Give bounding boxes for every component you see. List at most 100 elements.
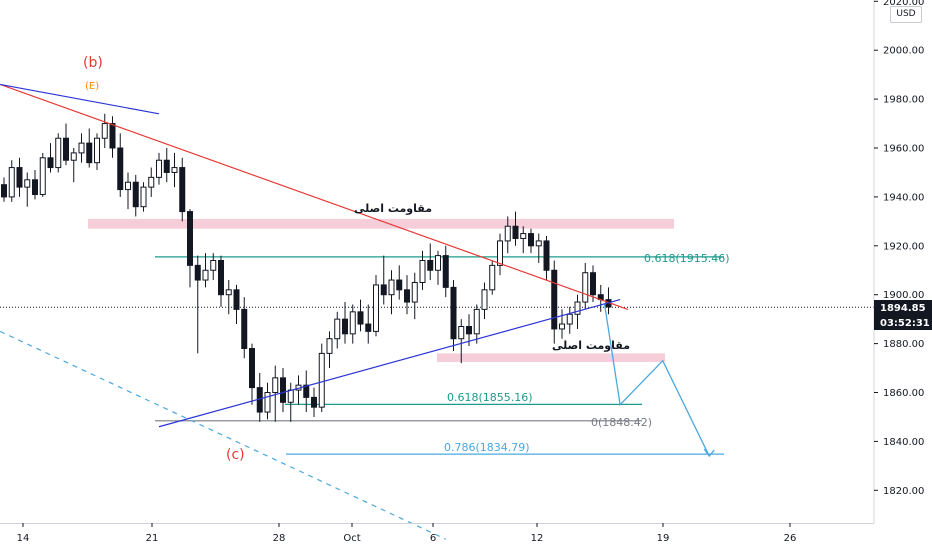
trend-line xyxy=(0,83,629,310)
price-tag xyxy=(874,300,932,315)
candle-body xyxy=(497,240,503,266)
candle-body xyxy=(171,167,178,173)
candle-body xyxy=(179,167,186,213)
candle-body xyxy=(202,269,209,281)
candle-body xyxy=(32,179,38,195)
candle-body xyxy=(357,311,364,325)
candle-body xyxy=(109,123,116,149)
candle-body xyxy=(218,259,224,296)
candle-body xyxy=(280,377,286,403)
candle-body xyxy=(512,225,519,239)
wave-e-label: (E) xyxy=(85,81,99,92)
candle-body xyxy=(187,211,193,266)
candle-body xyxy=(156,159,162,178)
price-tick-label: 1940.00 xyxy=(883,192,924,203)
wave-c-label: (c) xyxy=(226,447,245,463)
candle-body xyxy=(241,308,248,349)
candle-body xyxy=(1,184,7,198)
candle-body xyxy=(132,181,139,208)
time-tick-label: 28 xyxy=(273,533,286,544)
candle-body xyxy=(140,186,147,208)
candle-body xyxy=(349,311,356,335)
candle-body xyxy=(63,137,69,161)
resistance-zones xyxy=(88,218,674,362)
support-dashed-line xyxy=(0,330,447,540)
time-tick-label: Oct xyxy=(343,533,360,544)
resistance-bottom-label: مقاومت اصلی xyxy=(552,339,630,352)
resistance-zone-1 xyxy=(437,353,665,362)
candle-body xyxy=(590,272,596,296)
currency-button[interactable]: USD xyxy=(890,6,922,23)
fib-low-label: 0.786(1834.79) xyxy=(444,441,530,454)
candle-body xyxy=(163,159,170,173)
price-axis[interactable]: 1820.00 1840.00 1860.00 1880.00 1900.00 1920.… xyxy=(874,0,924,497)
candle-body xyxy=(388,279,395,296)
resistance-zone-0 xyxy=(88,218,674,229)
candle-body xyxy=(117,147,124,191)
candle-body xyxy=(318,352,325,408)
candle-body xyxy=(8,167,15,198)
candle-body xyxy=(86,142,93,164)
candle-body xyxy=(326,338,333,354)
candle-body xyxy=(264,392,271,413)
candle-body xyxy=(458,325,465,340)
countdown-tag xyxy=(874,315,932,330)
candle-body xyxy=(194,264,201,281)
candle-body xyxy=(303,384,310,398)
price-tick-label: 1840.00 xyxy=(883,437,924,448)
time-tick-label: 12 xyxy=(531,533,544,544)
time-axis[interactable]: 14 21 28 Oct 6 12 19 26 xyxy=(17,523,797,544)
price-tick-label: 2000.00 xyxy=(883,46,924,57)
candle-body xyxy=(466,325,472,335)
candle-body xyxy=(427,259,434,271)
candle-body xyxy=(520,233,527,239)
candle-body xyxy=(249,347,255,389)
candle-body xyxy=(435,255,441,271)
projection-path xyxy=(603,304,710,457)
candle-body xyxy=(559,323,565,330)
candle-body xyxy=(125,181,131,191)
candle-body xyxy=(225,289,232,296)
support-line xyxy=(158,299,621,428)
wave-top-line xyxy=(0,83,160,115)
candle-body xyxy=(473,308,480,335)
candle-body xyxy=(543,240,550,271)
candle-body xyxy=(101,123,108,139)
candle-body xyxy=(272,377,279,394)
candle-body xyxy=(582,272,589,303)
countdown-label: 03:52:31 xyxy=(880,318,930,329)
time-tick-label: 14 xyxy=(17,533,30,544)
time-tick-label: 6 xyxy=(430,533,436,544)
price-axis-bg xyxy=(874,0,932,550)
candle-body xyxy=(489,264,496,291)
candle-body xyxy=(380,284,387,296)
fib-top-label: 0.618(1915.46) xyxy=(644,252,730,265)
candle-body xyxy=(566,313,573,325)
candle-body xyxy=(24,179,31,188)
candles xyxy=(1,113,612,422)
fib-mid-label: 0.618(1855.16) xyxy=(447,391,533,404)
candle-body xyxy=(287,389,294,403)
candle-body xyxy=(78,142,85,154)
price-tick-label: 1900.00 xyxy=(883,290,924,301)
price-tag-label: 1894.85 xyxy=(880,303,926,314)
price-tick-label: 2020.00 xyxy=(883,0,924,8)
price-tick-label: 1960.00 xyxy=(883,144,924,155)
candle-body xyxy=(94,137,100,164)
candle-body xyxy=(528,233,534,247)
candle-body xyxy=(311,396,317,408)
candle-body xyxy=(70,152,77,161)
price-tick-label: 1920.00 xyxy=(883,241,924,252)
resistance-top-label: مقاومت اصلی xyxy=(354,202,432,215)
fib-zero-label: 0(1848.42) xyxy=(591,416,652,429)
candle-body xyxy=(419,259,426,283)
wave-b-label: (b) xyxy=(83,55,103,71)
time-tick-label: 21 xyxy=(146,533,159,544)
trend-lines xyxy=(0,83,715,540)
candle-body xyxy=(396,279,403,291)
candle-body xyxy=(481,289,488,310)
projection-arrowhead xyxy=(703,448,715,458)
candle-body xyxy=(233,289,240,310)
candle-body xyxy=(39,157,46,195)
